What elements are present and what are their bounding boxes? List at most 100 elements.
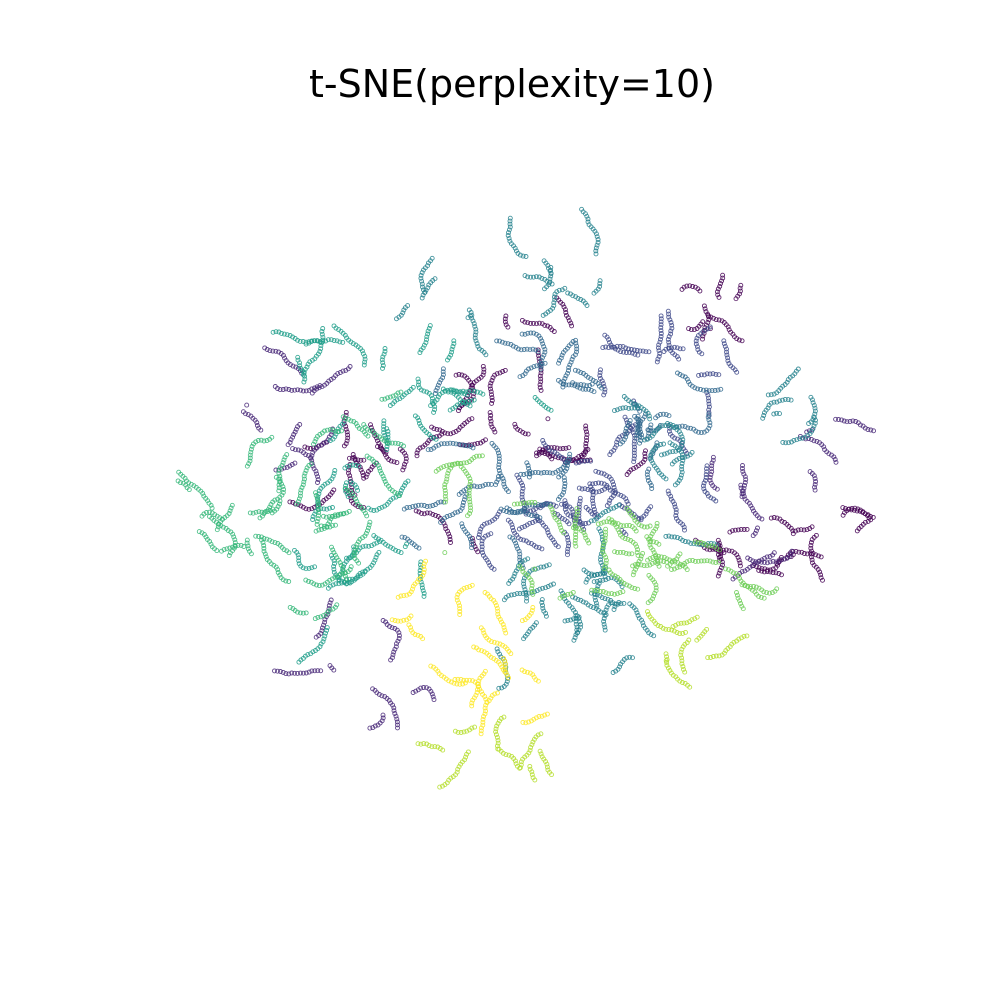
data-point bbox=[748, 503, 754, 509]
data-point bbox=[647, 556, 653, 562]
data-point bbox=[715, 552, 721, 558]
data-point bbox=[535, 349, 541, 355]
data-point bbox=[769, 590, 775, 596]
data-point bbox=[583, 441, 589, 446]
data-point bbox=[561, 304, 567, 310]
data-point bbox=[477, 686, 483, 692]
data-point bbox=[331, 470, 337, 476]
data-point bbox=[316, 583, 322, 589]
data-point bbox=[702, 325, 708, 331]
data-point bbox=[572, 383, 578, 389]
data-point bbox=[517, 477, 523, 483]
data-point bbox=[777, 516, 783, 522]
data-point bbox=[449, 349, 455, 355]
data-point bbox=[280, 460, 286, 466]
data-point bbox=[520, 719, 526, 725]
data-point bbox=[682, 669, 688, 675]
data-point bbox=[651, 550, 657, 556]
data-point bbox=[540, 585, 546, 591]
data-point bbox=[618, 492, 624, 498]
data-point bbox=[474, 453, 479, 459]
data-point bbox=[528, 610, 534, 616]
data-point bbox=[808, 539, 814, 545]
data-point bbox=[513, 761, 519, 767]
data-point bbox=[227, 545, 233, 551]
data-point bbox=[654, 555, 660, 561]
data-point bbox=[247, 455, 253, 461]
data-point bbox=[497, 338, 503, 344]
data-point bbox=[540, 355, 545, 361]
data-point bbox=[624, 505, 630, 511]
data-point bbox=[702, 489, 708, 494]
data-point bbox=[428, 447, 434, 452]
data-point bbox=[618, 349, 624, 355]
data-point bbox=[559, 528, 565, 533]
data-point bbox=[316, 513, 321, 519]
data-point bbox=[300, 610, 306, 616]
data-point bbox=[610, 493, 616, 499]
data-point bbox=[501, 624, 507, 630]
data-point bbox=[679, 461, 685, 466]
data-point bbox=[603, 554, 609, 560]
data-point bbox=[529, 470, 535, 476]
data-point bbox=[459, 372, 465, 378]
data-point bbox=[440, 366, 446, 372]
data-point bbox=[519, 317, 525, 323]
data-point bbox=[607, 452, 613, 458]
data-point bbox=[469, 700, 475, 706]
data-point bbox=[717, 567, 723, 573]
data-point bbox=[493, 603, 499, 608]
data-point bbox=[656, 342, 662, 348]
data-point bbox=[514, 543, 520, 549]
data-point bbox=[432, 744, 438, 750]
data-point bbox=[433, 436, 439, 442]
data-point bbox=[715, 286, 721, 292]
data-point bbox=[456, 389, 462, 395]
data-point bbox=[295, 447, 301, 453]
data-point bbox=[444, 476, 450, 482]
data-point bbox=[529, 580, 535, 586]
data-point bbox=[343, 415, 349, 421]
data-point bbox=[421, 561, 427, 567]
data-point bbox=[263, 554, 269, 560]
data-point bbox=[576, 485, 582, 491]
data-point bbox=[745, 555, 751, 561]
data-point bbox=[314, 582, 319, 588]
data-point bbox=[520, 483, 526, 488]
data-point bbox=[740, 468, 746, 474]
data-point bbox=[584, 303, 590, 308]
data-point bbox=[425, 328, 431, 334]
data-point bbox=[623, 550, 629, 556]
data-point bbox=[612, 591, 617, 597]
data-point bbox=[633, 528, 639, 534]
data-point bbox=[337, 339, 343, 345]
data-point bbox=[603, 526, 609, 532]
data-point bbox=[287, 499, 293, 505]
data-point bbox=[520, 500, 526, 506]
data-point bbox=[521, 575, 527, 581]
data-point bbox=[673, 513, 679, 519]
data-point bbox=[515, 346, 521, 352]
data-point bbox=[495, 720, 501, 726]
data-point bbox=[759, 557, 765, 563]
data-point bbox=[560, 381, 566, 387]
data-point bbox=[564, 549, 570, 555]
data-point bbox=[503, 313, 509, 319]
data-point bbox=[316, 443, 322, 449]
data-point bbox=[855, 506, 861, 512]
data-point bbox=[669, 534, 675, 540]
data-point bbox=[709, 543, 715, 549]
data-point bbox=[479, 725, 484, 731]
data-point bbox=[523, 254, 529, 259]
data-point bbox=[573, 340, 579, 346]
data-point bbox=[471, 321, 477, 327]
data-point bbox=[343, 581, 349, 587]
data-point bbox=[395, 722, 400, 728]
data-point bbox=[337, 370, 343, 375]
data-point bbox=[450, 440, 456, 446]
data-point bbox=[343, 423, 349, 429]
data-point bbox=[297, 493, 303, 499]
data-point bbox=[567, 454, 572, 460]
data-point bbox=[470, 678, 475, 684]
data-point bbox=[476, 684, 482, 690]
